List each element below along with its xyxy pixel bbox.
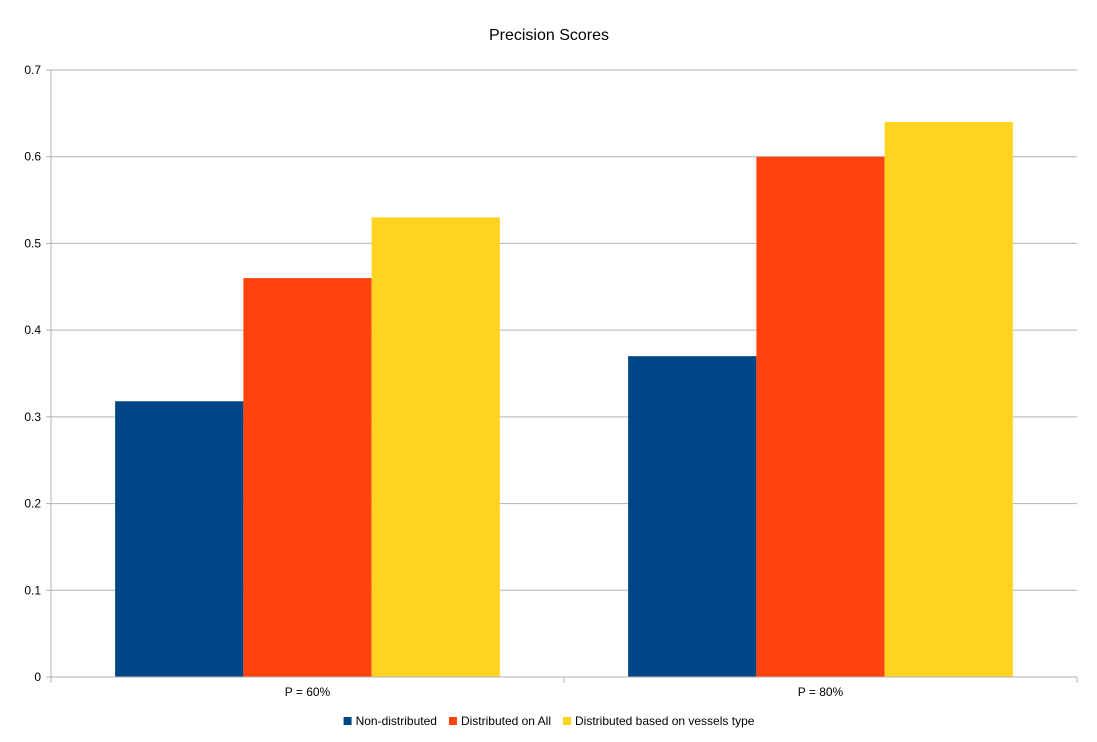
bar [884,122,1013,678]
bar [756,156,885,677]
x-tick-labels: P = 60% P = 80% [285,685,844,699]
legend: Non-distributed Distributed on All Distrib… [343,714,755,728]
legend-swatch [562,717,571,725]
y-tick-label: 0.3 [24,410,41,424]
x-tick-label: P = 80% [798,685,844,699]
y-tick-label: 0 [34,670,41,684]
y-tick-label: 0.4 [24,323,41,337]
bar [243,278,372,677]
legend-swatch [448,717,457,725]
bars [115,122,1013,678]
y-tick-label: 0.2 [24,497,41,511]
y-tick-label: 0.6 [24,150,41,164]
legend-label: Distributed on All [461,714,551,728]
legend-label: Non-distributed [356,714,437,728]
y-tick-labels: 0 0.1 0.2 0.3 0.4 0.5 0.6 0.7 [24,63,41,684]
y-tick-label: 0.7 [24,63,41,77]
y-tick-label: 0.5 [24,236,41,250]
bar [115,401,244,677]
axes [46,69,1078,683]
bar [371,217,500,677]
legend-label: Distributed based on vessels type [575,714,755,728]
legend-swatch [343,717,352,725]
x-tick-label: P = 60% [285,685,331,699]
y-tick-label: 0.1 [24,583,41,597]
chart-title: Precision Scores [489,27,609,44]
bar [628,356,757,677]
